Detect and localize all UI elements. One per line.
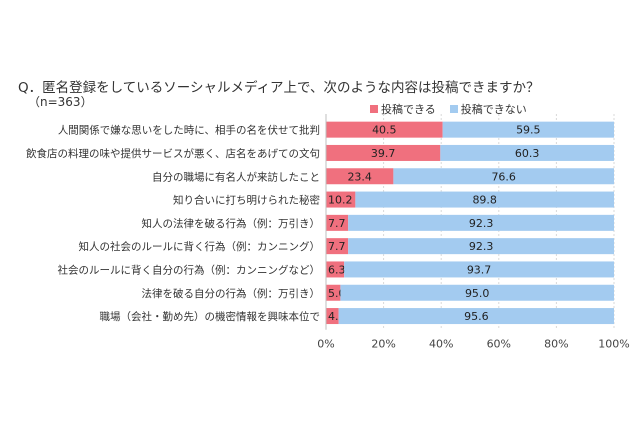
bar-can-post: [326, 214, 349, 231]
value-label-cannot-post: 92.3: [469, 240, 494, 253]
legend-label-cannot-post: 投稿できない: [460, 103, 527, 116]
legend-label-can-post: 投稿できる: [381, 103, 436, 116]
x-tick-label: 0%: [317, 338, 334, 351]
bar-cannot-post: [442, 121, 614, 138]
legend-swatch-can-post: [370, 105, 378, 113]
bar-cannot-post: [348, 238, 614, 255]
category-label: 法律を破る自分の行為（例：万引き）: [142, 287, 321, 300]
bar-cannot-post: [344, 261, 614, 278]
category-label: 知り合いに打ち明けられた秘密: [173, 194, 320, 207]
legend-item-can-post: 投稿できる: [370, 101, 436, 117]
x-tick-label: 60%: [487, 338, 511, 351]
category-label: 自分の職場に有名人が来訪したこと: [152, 170, 320, 183]
category-label: 職場（会社・勤め先）の機密情報を興味本位で: [100, 310, 321, 323]
value-label-can-post: 40.5: [372, 124, 397, 137]
legend-item-cannot-post: 投稿できない: [449, 101, 527, 117]
value-label-cannot-post: 93.7: [467, 263, 492, 276]
bar-cannot-post: [355, 191, 614, 208]
category-label: 飲食店の料理の味や提供サービスが悪く、店名をあげての文句: [26, 147, 320, 160]
x-tick-label: 20%: [371, 338, 395, 351]
bar-can-post: [326, 121, 443, 138]
value-label-can-post: 39.7: [371, 147, 396, 160]
value-label-can-post: 23.4: [347, 170, 372, 183]
value-label-cannot-post: 76.6: [491, 170, 516, 183]
bar-cannot-post: [393, 168, 614, 185]
x-tick-label: 100%: [598, 338, 629, 351]
bar-cannot-post: [348, 214, 614, 231]
bar-can-post: [326, 261, 345, 278]
bar-can-post: [326, 308, 339, 325]
value-label-cannot-post: 60.3: [515, 147, 540, 160]
value-label-can-post: 10.2: [328, 194, 353, 207]
bar-can-post: [326, 238, 349, 255]
value-label-cannot-post: 59.5: [516, 124, 541, 137]
bar-can-post: [326, 191, 356, 208]
category-label: 知人の法律を破る行為（例：万引き）: [142, 217, 321, 230]
value-label-can-post: 6.3: [328, 263, 346, 276]
x-tick-label: 80%: [544, 338, 568, 351]
category-label: 知人の社会のルールに背く行為（例：カンニング）: [79, 240, 321, 253]
x-tick-label: 40%: [429, 338, 453, 351]
value-label-cannot-post: 95.6: [464, 310, 489, 323]
category-label: 社会のルールに背く自分の行為（例：カンニングなど）: [58, 263, 321, 276]
value-label-cannot-post: 92.3: [469, 217, 494, 230]
value-label-cannot-post: 89.8: [472, 194, 497, 207]
bar-can-post: [326, 144, 441, 161]
category-label: 人間関係で嫌な思いをした時に、相手の名を伏せて批判: [58, 124, 320, 137]
value-label-cannot-post: 95.0: [465, 287, 490, 300]
bar-can-post: [326, 284, 341, 301]
question-title: Q．匿名登録をしているソーシャルメディア上で、次のような内容は投稿できますか？: [18, 80, 540, 96]
bar-cannot-post: [338, 308, 614, 325]
bar-can-post: [326, 168, 394, 185]
legend: 投稿できる 投稿できない: [370, 101, 527, 117]
bar-cannot-post: [440, 144, 614, 161]
legend-swatch-cannot-post: [449, 105, 458, 113]
value-label-can-post: 7.7: [328, 217, 346, 230]
value-label-can-post: 7.7: [328, 240, 346, 253]
sample-size: （n=363）: [28, 95, 93, 109]
bar-cannot-post: [340, 284, 614, 301]
